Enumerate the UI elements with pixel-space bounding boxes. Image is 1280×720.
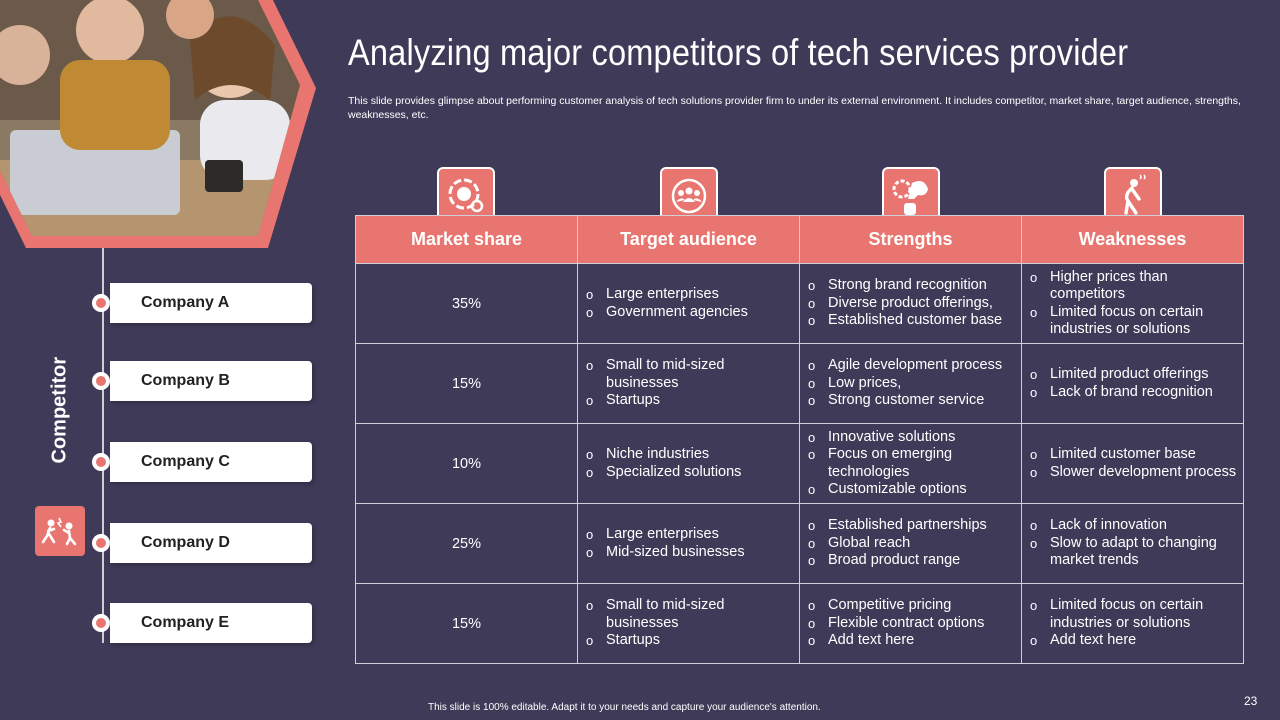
weaknesses-cell: Lack of innovation Slow to adapt to chan…: [1021, 503, 1244, 584]
list-item: Government agencies: [586, 304, 795, 322]
company-label: Company E: [110, 603, 312, 643]
company-item: Company B: [92, 361, 314, 401]
company-item: Company A: [92, 283, 314, 323]
company-item: Company E: [92, 603, 314, 643]
list-item: Higher prices than competitors: [1030, 269, 1239, 304]
list-item: Focus on emerging technologies: [808, 446, 1017, 481]
strengths-cell: Innovative solutions Focus on emerging t…: [799, 423, 1022, 504]
market-share-cell: 15%: [355, 583, 578, 664]
header-market-share: Market share: [355, 215, 578, 264]
table-row: 15% Small to mid-sized businesses Startu…: [355, 583, 1244, 664]
strengths-cell: Established partnerships Global reach Br…: [799, 503, 1022, 584]
weaknesses-cell: Higher prices than competitors Limited f…: [1021, 263, 1244, 344]
list-item: Established partnerships: [808, 517, 1017, 535]
list-item: Innovative solutions: [808, 429, 1017, 447]
list-item: Startups: [586, 392, 795, 410]
list-item: Strong brand recognition: [808, 277, 1017, 295]
table-row: 35% Large enterprises Government agencie…: [355, 263, 1244, 344]
table-row: 10% Niche industries Specialized solutio…: [355, 423, 1244, 504]
timeline-dot: [92, 534, 110, 552]
timeline-dot: [92, 372, 110, 390]
list-item: Mid-sized businesses: [586, 544, 795, 562]
list-item: Established customer base: [808, 312, 1017, 330]
list-item: Low prices,: [808, 375, 1017, 393]
company-label: Company B: [110, 361, 312, 401]
market-share-cell: 25%: [355, 503, 578, 584]
list-item: Broad product range: [808, 552, 1017, 570]
header-target-audience: Target audience: [577, 215, 800, 264]
audience-cell: Small to mid-sized businesses Startups: [577, 583, 800, 664]
list-item: Small to mid-sized businesses: [586, 357, 795, 392]
company-label: Company C: [110, 442, 312, 482]
list-item: Competitive pricing: [808, 597, 1017, 615]
team-photo: [0, 0, 316, 248]
company-item: Company D: [92, 523, 314, 563]
table-row: 25% Large enterprises Mid-sized business…: [355, 503, 1244, 584]
list-item: Global reach: [808, 535, 1017, 553]
market-share-cell: 10%: [355, 423, 578, 504]
list-item: Niche industries: [586, 446, 795, 464]
list-item: Flexible contract options: [808, 615, 1017, 633]
header-strengths: Strengths: [799, 215, 1022, 264]
audience-cell: Small to mid-sized businesses Startups: [577, 343, 800, 424]
company-label: Company D: [110, 523, 312, 563]
page-subtitle: This slide provides glimpse about perfor…: [348, 95, 1241, 121]
timeline-dot: [92, 453, 110, 471]
page-number: 23: [1244, 694, 1258, 708]
list-item: Startups: [586, 632, 795, 650]
timeline-dot: [92, 614, 110, 632]
footer-note: This slide is 100% editable. Adapt it to…: [428, 702, 821, 713]
timeline-dot: [92, 294, 110, 312]
list-item: Slower development process: [1030, 464, 1239, 482]
list-item: Add text here: [808, 632, 1017, 650]
audience-cell: Large enterprises Mid-sized businesses: [577, 503, 800, 584]
table-row: 15% Small to mid-sized businesses Startu…: [355, 343, 1244, 424]
competitor-icon: [35, 506, 85, 556]
competitor-label: Competitor: [48, 356, 71, 464]
strengths-cell: Agile development process Low prices, St…: [799, 343, 1022, 424]
list-item: Lack of brand recognition: [1030, 384, 1239, 402]
timeline-line: [102, 248, 104, 643]
list-item: Limited product offerings: [1030, 366, 1239, 384]
list-item: Small to mid-sized businesses: [586, 597, 795, 632]
company-item: Company C: [92, 442, 314, 482]
list-item: Lack of innovation: [1030, 517, 1239, 535]
list-item: Strong customer service: [808, 392, 1017, 410]
weaknesses-cell: Limited focus on certain industries or s…: [1021, 583, 1244, 664]
list-item: Slow to adapt to changing market trends: [1030, 535, 1239, 570]
list-item: Diverse product offerings,: [808, 295, 1017, 313]
market-share-cell: 35%: [355, 263, 578, 344]
strengths-cell: Strong brand recognition Diverse product…: [799, 263, 1022, 344]
weaknesses-cell: Limited customer base Slower development…: [1021, 423, 1244, 504]
list-item: Agile development process: [808, 357, 1017, 375]
header-weaknesses: Weaknesses: [1021, 215, 1244, 264]
audience-cell: Niche industries Specialized solutions: [577, 423, 800, 504]
list-item: Limited customer base: [1030, 446, 1239, 464]
list-item: Add text here: [1030, 632, 1239, 650]
strengths-cell: Competitive pricing Flexible contract op…: [799, 583, 1022, 664]
weaknesses-cell: Limited product offerings Lack of brand …: [1021, 343, 1244, 424]
company-label: Company A: [110, 283, 312, 323]
list-item: Specialized solutions: [586, 464, 795, 482]
page-title: Analyzing major competitors of tech serv…: [348, 32, 1129, 73]
audience-cell: Large enterprises Government agencies: [577, 263, 800, 344]
market-share-cell: 15%: [355, 343, 578, 424]
list-item: Limited focus on certain industries or s…: [1030, 597, 1239, 632]
competitor-table: Market share Target audience Strengths W…: [355, 215, 1244, 664]
list-item: Large enterprises: [586, 526, 795, 544]
list-item: Limited focus on certain industries or s…: [1030, 304, 1239, 339]
table-header-row: Market share Target audience Strengths W…: [355, 215, 1244, 264]
list-item: Large enterprises: [586, 286, 795, 304]
list-item: Customizable options: [808, 481, 1017, 499]
